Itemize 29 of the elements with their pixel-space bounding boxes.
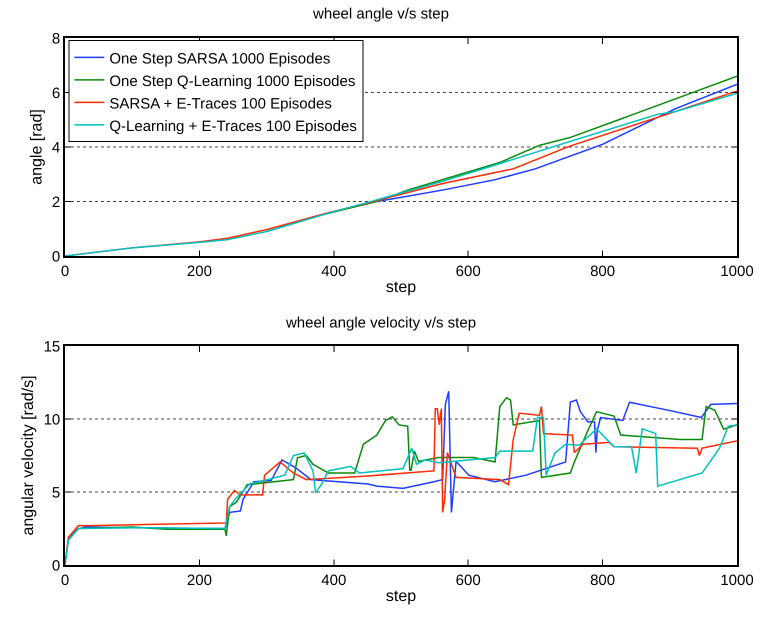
y-tick-label: 5 [52,484,60,502]
y-tick-label: 15 [44,338,60,356]
x-tick-label: 600 [456,262,481,280]
chart-title: wheel angle v/s step [312,6,449,22]
y-axis-title: angular velocity [rad/s] [20,375,37,536]
x-tick-label: 400 [321,572,346,589]
chart-title: wheel angle velocity v/s step [284,314,476,332]
x-axis-title: step [386,588,416,605]
x-tick-label: 1000 [720,572,754,589]
legend-label: One Step Q-Learning 1000 Episodes [109,72,356,90]
legend-label: SARSA + E-Traces 100 Episodes [109,95,332,112]
y-tick-label: 8 [52,30,60,48]
y-tick-label: 4 [52,139,60,156]
y-tick-label: 6 [52,84,60,102]
x-tick-label: 200 [186,572,212,589]
y-tick-label: 10 [44,411,60,428]
legend-label: Q-Learning + E-Traces 100 Episodes [109,118,357,135]
y-tick-label: 2 [52,194,60,211]
x-tick-label: 1000 [720,262,754,280]
x-tick-label: 200 [186,262,212,280]
x-tick-label: 800 [590,262,616,280]
y-tick-label: 0 [52,557,60,574]
y-tick-label: 0 [52,248,60,266]
x-tick-label: 400 [321,262,346,280]
x-axis-title: step [386,278,416,296]
x-tick-label: 800 [590,572,616,589]
x-tick-label: 600 [456,572,481,589]
y-axis-title: angle [rad] [28,109,46,185]
legend-label: One Step SARSA 1000 Episodes [109,50,330,68]
